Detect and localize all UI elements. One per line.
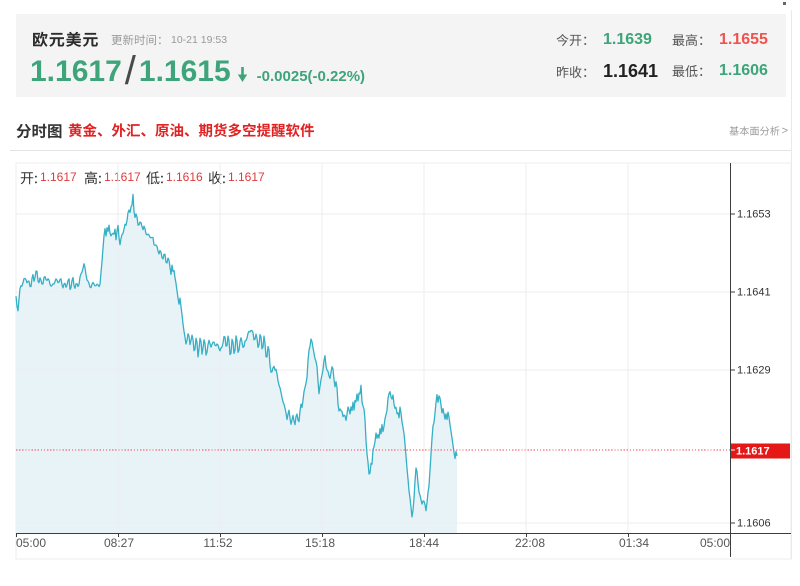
svg-text:01:34: 01:34 bbox=[619, 536, 649, 550]
svg-text:1.1641: 1.1641 bbox=[737, 287, 771, 299]
svg-text:22:08: 22:08 bbox=[515, 536, 545, 550]
svg-text:1.1606: 1.1606 bbox=[737, 518, 771, 530]
svg-text:08:27: 08:27 bbox=[104, 536, 134, 550]
svg-text:05:00: 05:00 bbox=[16, 536, 46, 550]
svg-text:1.1653: 1.1653 bbox=[737, 209, 771, 221]
svg-text:15:18: 15:18 bbox=[305, 536, 335, 550]
svg-text:18:44: 18:44 bbox=[409, 536, 439, 550]
svg-text:11:52: 11:52 bbox=[203, 536, 232, 550]
svg-text:05:00: 05:00 bbox=[700, 536, 730, 550]
svg-text:1.1629: 1.1629 bbox=[737, 365, 771, 377]
svg-text:1.1617: 1.1617 bbox=[736, 446, 770, 458]
